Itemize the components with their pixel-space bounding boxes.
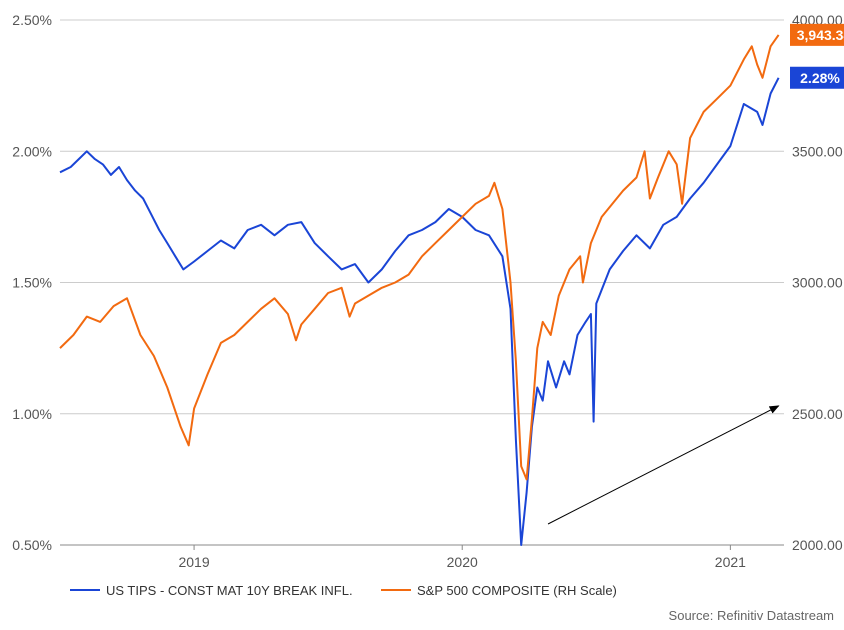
y-right-tick-label: 2500.00 xyxy=(792,406,843,422)
y-left-tick-label: 1.00% xyxy=(12,406,52,422)
y-left-tick-label: 2.00% xyxy=(12,143,52,159)
y-left-tick-label: 2.50% xyxy=(12,12,52,28)
end-value-label-tips: 2.28% xyxy=(800,70,840,86)
end-value-label-spx: 3,943.34 xyxy=(797,27,844,43)
y-left-tick-label: 0.50% xyxy=(12,537,52,553)
chart-svg: 0.50% 1.00% 1.50% 2.00% 2.50% 2000.00 2500.00 3… xyxy=(0,0,844,630)
x-tick-label: 2021 xyxy=(715,554,746,570)
x-tick-label: 2019 xyxy=(178,554,209,570)
chart-container: { "chart": { "type": "line", "width": 84… xyxy=(0,0,844,630)
y-right-tick-label: 3500.00 xyxy=(792,143,843,159)
x-tick-label: 2020 xyxy=(447,554,478,570)
y-right-tick-label: 2000.00 xyxy=(792,537,843,553)
source-attribution: Source: Refinitiv Datastream xyxy=(669,608,834,623)
legend-label: S&P 500 COMPOSITE (RH Scale) xyxy=(417,583,617,598)
legend-label: US TIPS - CONST MAT 10Y BREAK INFL. xyxy=(106,583,353,598)
y-right-tick-label: 3000.00 xyxy=(792,275,843,291)
y-left-tick-label: 1.50% xyxy=(12,275,52,291)
